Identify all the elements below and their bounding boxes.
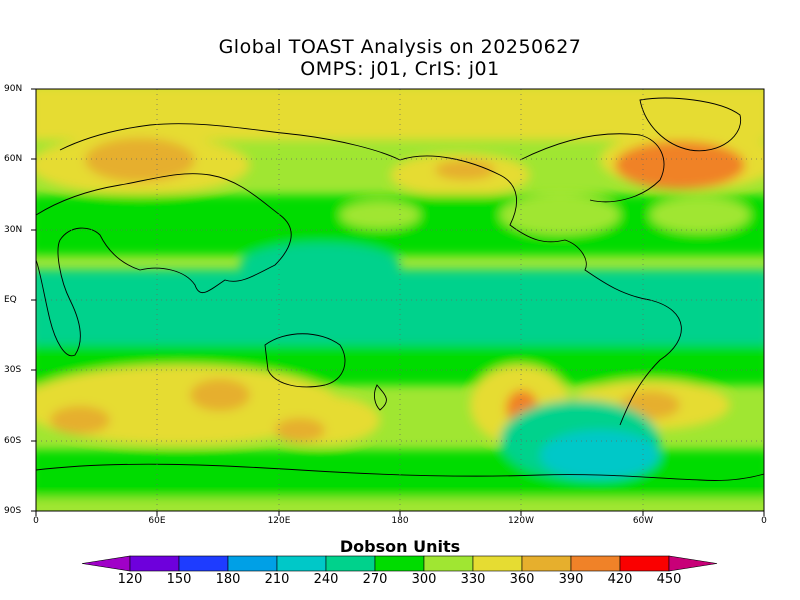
colorbar-tick-label: 240 [313,572,339,587]
colorbar-segment [619,555,670,572]
lat-label-60n: 60N [4,154,23,164]
colorbar-tick-label: 330 [460,572,486,587]
lat-label-90n: 90N [4,84,23,94]
graticule [36,89,764,511]
colorbar-arrow-high [668,555,718,572]
lat-label-30s: 30S [4,365,22,375]
colorbar-segment [129,555,180,572]
colorbar-tick-label: 360 [509,572,535,587]
lat-label-60s: 60S [4,436,22,446]
colorbar-arrow-low [81,555,131,572]
lon-label-0: 0 [33,516,39,526]
colorbar-segment [325,555,376,572]
colorbar-tick-label: 300 [411,572,437,587]
colorbar-tick-label: 210 [264,572,290,587]
colorbar-segment [423,555,474,572]
colorbar-tick-label: 270 [362,572,388,587]
lat-label-30n: 30N [4,225,23,235]
lat-label-eq: EQ [4,295,17,305]
colorbar-tick-label: 120 [117,572,143,587]
colorbar [81,555,718,572]
colorbar-segment [178,555,229,572]
lon-label-120e: 120E [267,516,291,526]
colorbar-title: Dobson Units [339,537,461,556]
colorbar-segment [521,555,572,572]
chart-subtitle: OMPS: j01, CrIS: j01 [300,58,500,80]
coastlines [36,97,764,481]
colorbar-tick-label: 450 [656,572,682,587]
colorbar-tick-label: 180 [215,572,241,587]
colorbar-segment [276,555,327,572]
colorbar-segment [570,555,621,572]
lon-label-0-end: 0 [761,516,767,526]
chart-title: Global TOAST Analysis on 20250627 [218,36,582,58]
colorbar-tick-label: 150 [166,572,192,587]
colorbar-segment [374,555,425,572]
colorbar-segment [227,555,278,572]
lon-label-60e: 60E [148,516,166,526]
colorbar-segment [472,555,523,572]
colorbar-tick-label: 420 [607,572,633,587]
lon-label-120w: 120W [507,516,535,526]
lat-label-90s: 90S [4,506,22,516]
ozone-field [36,89,764,511]
colorbar-tick-label: 390 [558,572,584,587]
lon-label-180: 180 [391,516,409,526]
lon-label-60w: 60W [632,516,654,526]
